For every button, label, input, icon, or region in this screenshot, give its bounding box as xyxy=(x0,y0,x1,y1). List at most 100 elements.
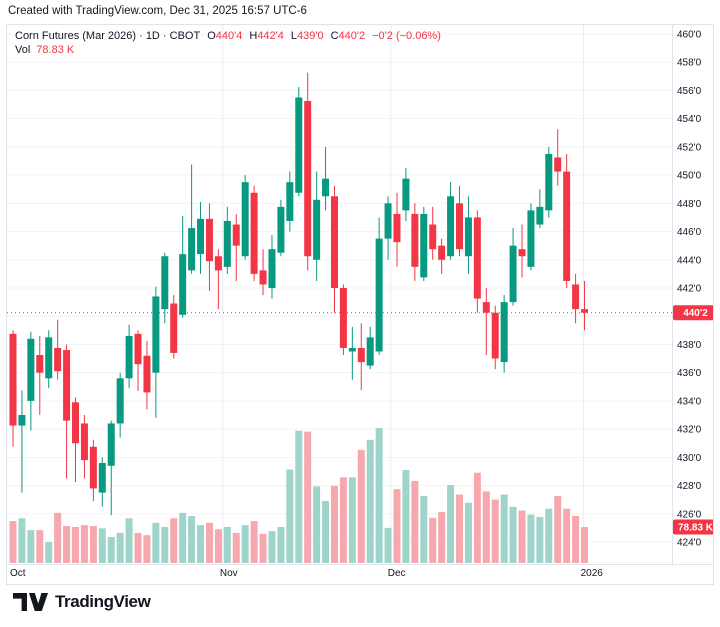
volume-bar xyxy=(527,514,535,563)
volume-bar xyxy=(98,528,106,563)
candle-body xyxy=(36,355,44,373)
candle-body xyxy=(268,249,276,288)
candle-body xyxy=(80,423,88,461)
candle-body xyxy=(438,245,446,260)
candle-body xyxy=(232,224,240,246)
candle-body xyxy=(366,337,374,366)
candle-body xyxy=(411,213,419,267)
candlestick-chart[interactable]: 460'0 458'0 456'0 454'0 452'0 450'0 448'0 446'0… xyxy=(7,25,713,584)
candle-body xyxy=(527,210,535,267)
candle-body xyxy=(330,196,338,288)
volume-bar xyxy=(9,521,17,563)
candle-body xyxy=(205,218,213,262)
volume-bar xyxy=(339,477,347,563)
volume-bar xyxy=(366,439,374,563)
volume-bar xyxy=(322,500,330,563)
volume-tag xyxy=(673,519,713,535)
volume-bar xyxy=(518,510,526,563)
volume-bar xyxy=(473,472,481,563)
attribution-text: Created with TradingView.com, Dec 31, 20… xyxy=(8,5,307,17)
candle-body xyxy=(491,312,499,359)
last-price-tag-text: 440'2 xyxy=(683,308,708,319)
candle-body xyxy=(402,178,410,211)
price-tick-label: 428'0 xyxy=(677,481,702,492)
volume-bar xyxy=(464,502,472,563)
candle-body xyxy=(304,101,312,257)
candle-body xyxy=(259,270,267,285)
volume-bar xyxy=(241,525,249,563)
volume-label: Vol xyxy=(15,44,31,56)
candle-body xyxy=(9,333,17,426)
volume-bar xyxy=(491,499,499,563)
candle-body xyxy=(581,309,589,313)
volume-tag-text: 78.83 K xyxy=(678,523,713,534)
candle-body xyxy=(63,350,71,421)
candle-body xyxy=(143,355,151,393)
open-label: O xyxy=(207,30,216,42)
high-label: H xyxy=(249,30,258,42)
volume-bar xyxy=(554,495,562,563)
candle-body xyxy=(313,199,321,260)
price-tick-label: 458'0 xyxy=(677,58,702,69)
candle-body xyxy=(357,347,365,363)
volume-bar xyxy=(268,531,276,563)
volume-bar xyxy=(357,449,365,563)
low-label: L xyxy=(290,30,298,42)
volume-bar xyxy=(348,477,356,563)
volume-bar xyxy=(116,532,124,563)
candle-body xyxy=(482,302,490,313)
close-pair: C440'2 xyxy=(331,30,366,42)
footer: TradingView xyxy=(13,592,151,612)
price-tick-label: 448'0 xyxy=(677,199,702,210)
volume-bar xyxy=(107,537,115,563)
symbol-title[interactable]: Corn Futures (Mar 2026) · 1D · CBOT xyxy=(15,30,201,42)
volume-bar xyxy=(89,526,97,563)
price-tick-label: 454'0 xyxy=(677,114,702,125)
volume-bar xyxy=(411,480,419,563)
candle-body xyxy=(188,228,196,271)
price-tick-label: 438'0 xyxy=(677,340,702,351)
high-pair: H442'4 xyxy=(249,30,284,42)
candle-body xyxy=(277,206,285,253)
candle-body xyxy=(447,196,455,257)
volume-bar xyxy=(384,527,392,563)
price-tick-label: 434'0 xyxy=(677,396,702,407)
time-tick-label: Oct xyxy=(10,568,26,579)
candle-body xyxy=(125,335,133,379)
volume-bar xyxy=(313,486,321,563)
volume-bar xyxy=(393,489,401,563)
price-tick-label: 430'0 xyxy=(677,453,702,464)
candle-body xyxy=(375,238,383,352)
candle-body xyxy=(54,347,62,372)
volume-bar xyxy=(429,517,437,563)
candle-body xyxy=(18,414,26,426)
candle-body xyxy=(98,462,106,493)
price-tick-label: 426'0 xyxy=(677,509,702,520)
volume-bar xyxy=(277,526,285,563)
candle-body xyxy=(286,182,294,221)
price-tick-label: 444'0 xyxy=(677,255,702,266)
volume-bar xyxy=(36,530,44,563)
volume-bar xyxy=(509,506,517,563)
tradingview-logo[interactable]: TradingView xyxy=(13,592,151,612)
candle-body xyxy=(152,296,160,373)
volume-bar xyxy=(456,494,463,563)
price-tick-label: 424'0 xyxy=(677,537,702,548)
candle-body xyxy=(456,203,463,250)
volume-bar xyxy=(482,491,490,563)
close-label: C xyxy=(330,30,339,42)
volume-bar xyxy=(581,527,589,563)
volume-bar xyxy=(18,518,26,563)
candle-body xyxy=(429,224,437,250)
candle-body xyxy=(134,333,142,365)
volume-bar xyxy=(286,469,294,563)
candle-body xyxy=(339,287,347,348)
candle-body xyxy=(161,256,169,310)
candle-body xyxy=(563,171,571,281)
high-value: 442'4 xyxy=(257,30,284,42)
candle-body xyxy=(536,206,544,225)
last-price-tag xyxy=(673,305,713,321)
candle-body xyxy=(545,153,553,211)
price-tick-label: 450'0 xyxy=(677,171,702,182)
open-value: 440'4 xyxy=(215,30,243,42)
